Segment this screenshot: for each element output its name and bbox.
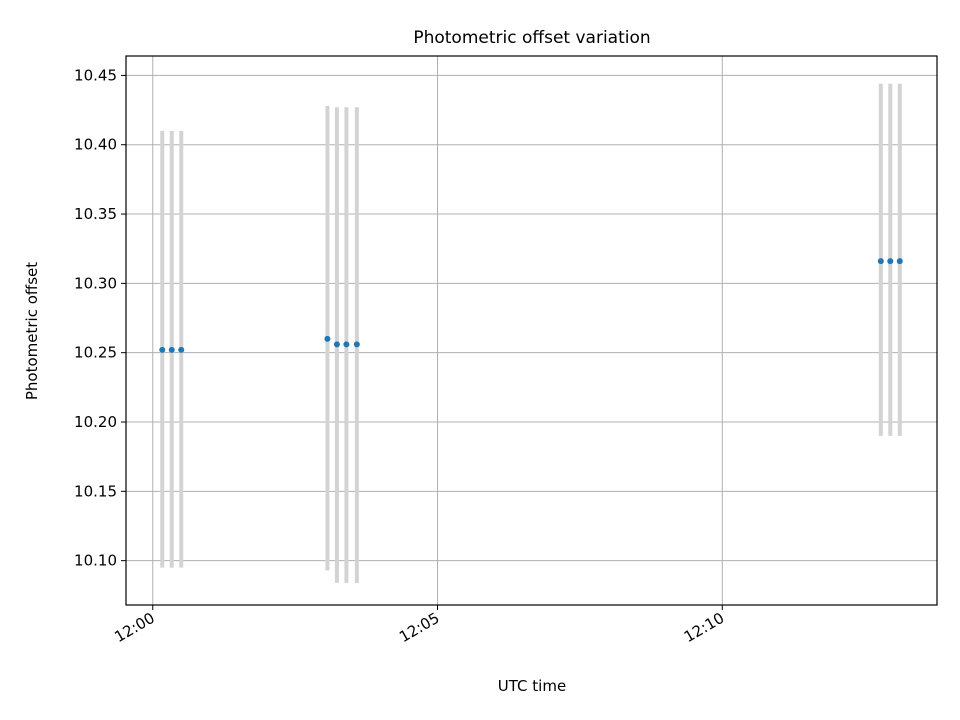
data-point bbox=[168, 346, 175, 353]
chart-title: Photometric offset variation bbox=[413, 28, 650, 48]
grid bbox=[126, 56, 937, 605]
y-axis-label: Photometric offset bbox=[23, 262, 41, 400]
y-tick-label: 10.10 bbox=[74, 552, 117, 570]
data-point bbox=[324, 335, 331, 342]
markers bbox=[159, 258, 903, 353]
y-tick-label: 10.15 bbox=[74, 482, 117, 500]
data-point bbox=[343, 341, 350, 348]
y-tick-label: 10.30 bbox=[74, 274, 117, 292]
data-point bbox=[887, 258, 894, 265]
y-tick-label: 10.35 bbox=[74, 205, 117, 223]
y-tick-label: 10.40 bbox=[74, 136, 117, 154]
data-point bbox=[896, 258, 903, 265]
y-tick-label: 10.25 bbox=[74, 344, 117, 362]
data-point bbox=[333, 341, 340, 348]
y-axis: 10.10 10.15 10.20 10.25 10.30 10.35 10.40 10.45 bbox=[74, 66, 126, 570]
y-tick-label: 10.45 bbox=[74, 66, 117, 84]
data-point bbox=[159, 346, 166, 353]
plot-frame bbox=[125, 55, 938, 606]
x-axis-label: UTC time bbox=[498, 677, 566, 695]
data-point bbox=[178, 346, 185, 353]
y-tick-label: 10.20 bbox=[74, 413, 117, 431]
data-point bbox=[353, 341, 360, 348]
data-point bbox=[877, 258, 884, 265]
